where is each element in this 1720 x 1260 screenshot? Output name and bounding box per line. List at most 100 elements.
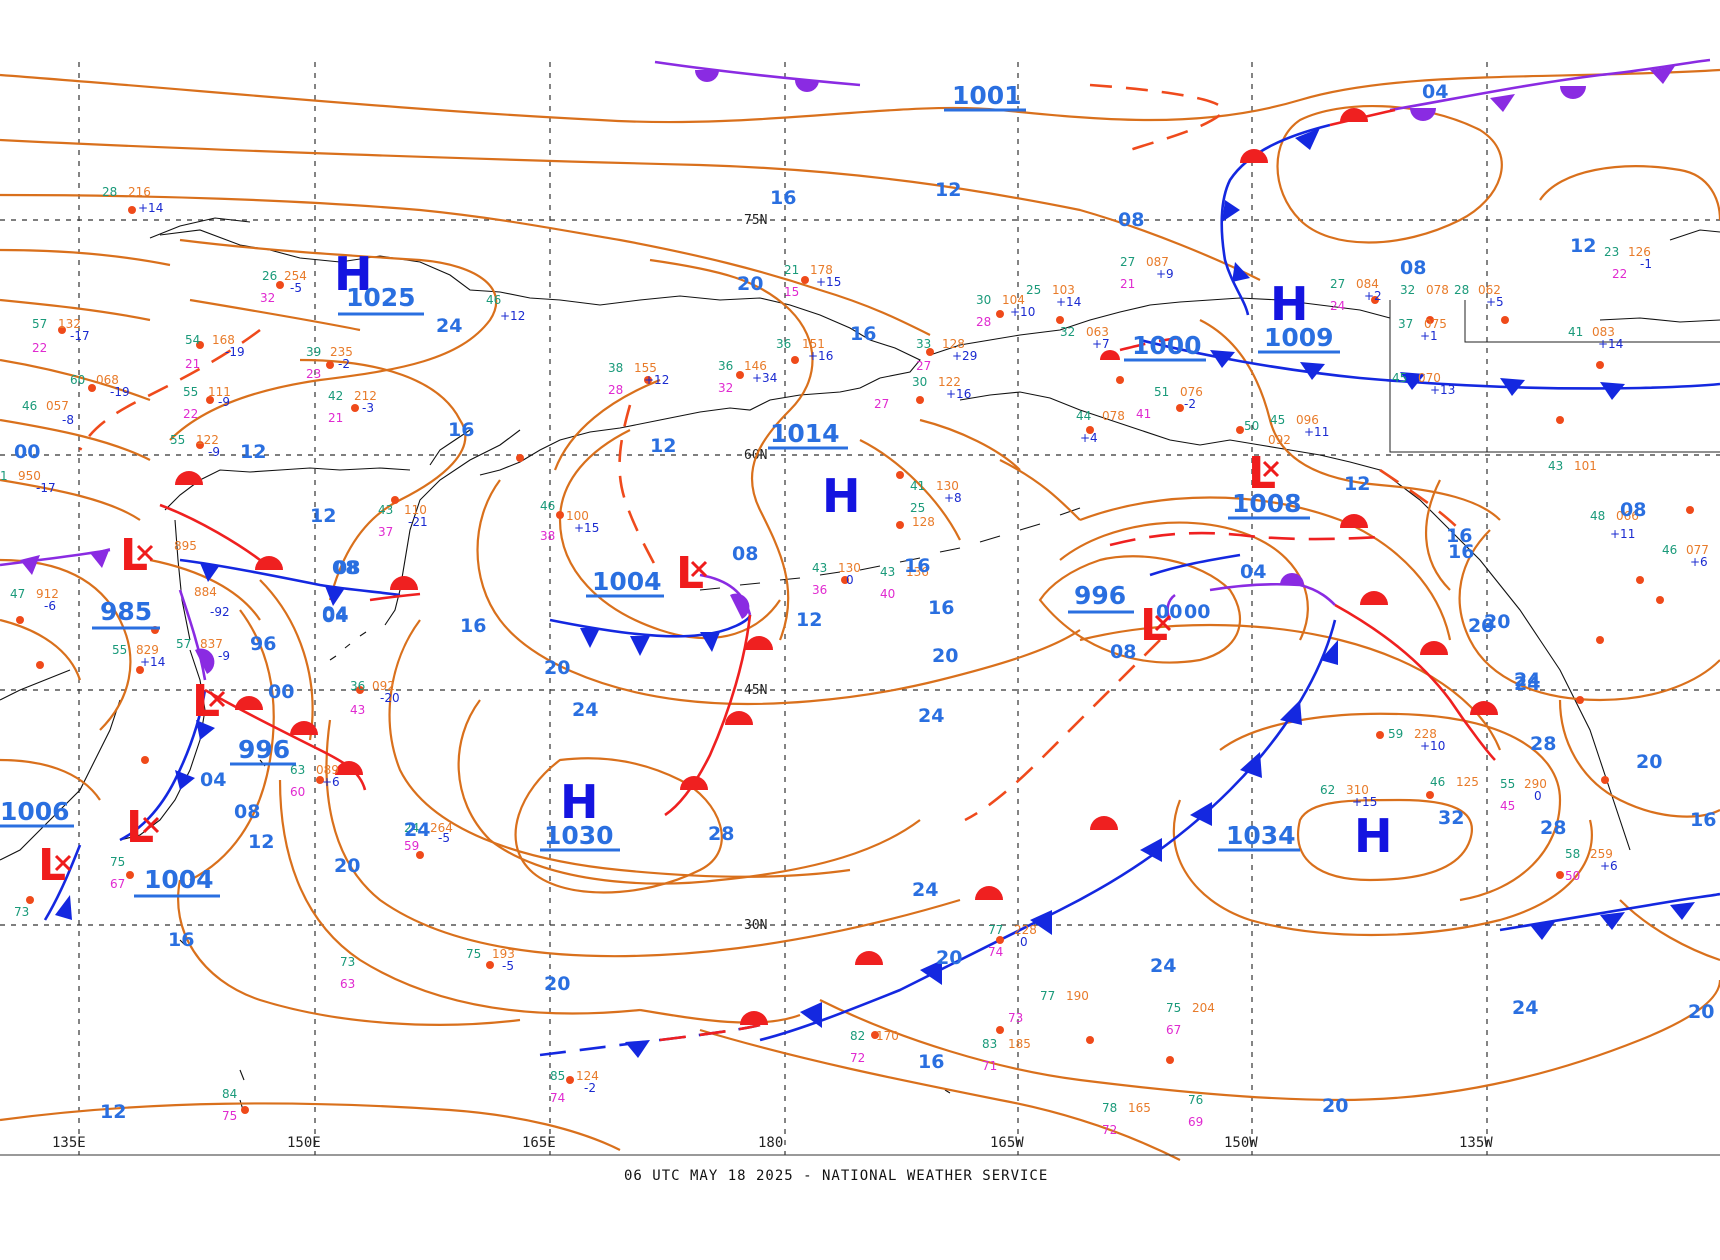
- svg-text:212: 212: [354, 389, 377, 403]
- svg-text:27: 27: [1120, 255, 1135, 269]
- svg-text:78: 78: [1102, 1101, 1117, 1115]
- svg-text:45: 45: [1392, 371, 1407, 385]
- svg-text:51: 51: [1154, 385, 1169, 399]
- svg-text:-92: -92: [210, 605, 230, 619]
- svg-text:259: 259: [1590, 847, 1613, 861]
- svg-text:+10: +10: [1420, 739, 1445, 753]
- svg-text:55: 55: [1500, 777, 1515, 791]
- svg-text:24: 24: [404, 821, 419, 835]
- isobar-label: 20: [936, 947, 962, 969]
- svg-text:85: 85: [550, 1069, 565, 1083]
- svg-text:+14: +14: [140, 655, 165, 669]
- lon-label-165w: 165W: [990, 1135, 1024, 1151]
- svg-text:45: 45: [1500, 799, 1515, 813]
- svg-text:+4: +4: [1080, 431, 1098, 445]
- svg-text:25: 25: [910, 501, 925, 515]
- svg-text:26: 26: [262, 269, 277, 283]
- svg-text:151: 151: [802, 337, 825, 351]
- svg-text:078: 078: [1102, 409, 1125, 423]
- svg-text:47: 47: [10, 587, 25, 601]
- svg-text:21: 21: [784, 263, 799, 277]
- svg-text:165: 165: [1128, 1101, 1151, 1115]
- svg-text:+16: +16: [808, 349, 833, 363]
- svg-text:21: 21: [185, 357, 200, 371]
- svg-text:22: 22: [183, 407, 198, 421]
- svg-text:+11: +11: [1610, 527, 1635, 541]
- high-pressure-value: 1009: [1264, 323, 1334, 352]
- svg-text:-9: -9: [218, 649, 230, 663]
- isobar-label: 12: [310, 505, 336, 527]
- svg-text:45: 45: [1270, 413, 1285, 427]
- svg-text:63: 63: [340, 977, 355, 991]
- svg-text:-21: -21: [408, 515, 428, 529]
- svg-text:43: 43: [812, 561, 827, 575]
- svg-text:193: 193: [492, 947, 515, 961]
- svg-text:40: 40: [880, 587, 895, 601]
- svg-text:122: 122: [196, 433, 219, 447]
- svg-text:33: 33: [916, 337, 931, 351]
- svg-text:-8: -8: [62, 413, 74, 427]
- svg-text:-19: -19: [225, 345, 245, 359]
- svg-text:254: 254: [284, 269, 307, 283]
- low-pressure-value: 1000: [1132, 331, 1202, 360]
- svg-text:73: 73: [14, 905, 29, 919]
- isobar-label: 00: [268, 681, 294, 703]
- svg-text:310: 310: [1346, 783, 1369, 797]
- isobar-label: 08: [732, 543, 758, 565]
- svg-text:36: 36: [350, 679, 365, 693]
- svg-text:-9: -9: [218, 395, 230, 409]
- svg-text:-1: -1: [1640, 257, 1652, 271]
- svg-text:22: 22: [1612, 267, 1627, 281]
- high-symbol: H: [1270, 277, 1309, 331]
- svg-text:077: 077: [1686, 543, 1709, 557]
- isobar-label: 20: [1322, 1095, 1348, 1117]
- svg-text:75: 75: [110, 855, 125, 869]
- low-pressure-value: 996: [1074, 581, 1126, 610]
- isobar-label: 00: [14, 441, 40, 463]
- isobar-label: 00: [1184, 601, 1210, 623]
- low-pressure-value: 1004: [592, 567, 662, 596]
- low-pressure-value: 1004: [144, 865, 214, 894]
- lon-label-135w: 135W: [1459, 1135, 1493, 1151]
- svg-text:+15: +15: [574, 521, 599, 535]
- svg-text:895: 895: [174, 539, 197, 553]
- lat-label-30n: 30N: [744, 918, 767, 933]
- svg-text:+6: +6: [1690, 555, 1708, 569]
- isobar-label: 00: [1156, 601, 1182, 623]
- isobar-label: 12: [248, 831, 274, 853]
- isobar-label: 24: [918, 705, 944, 727]
- svg-text:884: 884: [194, 585, 217, 599]
- svg-text:+15: +15: [816, 275, 841, 289]
- svg-text:-3: -3: [362, 401, 374, 415]
- svg-text:55: 55: [183, 385, 198, 399]
- isobar-label: 20: [737, 273, 763, 295]
- svg-text:+15: +15: [1352, 795, 1377, 809]
- svg-text:178: 178: [810, 263, 833, 277]
- svg-text:136: 136: [906, 565, 929, 579]
- low-symbol: L: [1140, 600, 1168, 651]
- high-pressure-value: 1025: [346, 283, 416, 312]
- isobar-label: 24: [1512, 997, 1538, 1019]
- svg-text:28: 28: [102, 185, 117, 199]
- lat-lon-grid: [0, 62, 1720, 1155]
- isobar-labels: 04 16 12 08 20 16 12 08 24 16 00 12 08 1…: [14, 81, 1716, 1123]
- isobars: [0, 68, 1720, 1161]
- isobar-label: 24: [436, 315, 462, 337]
- isobar-label: 04: [200, 769, 226, 791]
- svg-text:132: 132: [58, 317, 81, 331]
- svg-text:43: 43: [1548, 459, 1563, 473]
- front-symbols: [20, 66, 1695, 1058]
- isobar-label: 12: [240, 441, 266, 463]
- svg-text:28: 28: [976, 315, 991, 329]
- svg-text:44: 44: [1076, 409, 1091, 423]
- svg-text:-17: -17: [70, 329, 90, 343]
- svg-text:103: 103: [1052, 283, 1075, 297]
- svg-text:28: 28: [1454, 283, 1469, 297]
- isobar-label: 16: [928, 597, 954, 619]
- isobar-label: 24: [1514, 669, 1540, 691]
- svg-text:092: 092: [1268, 433, 1291, 447]
- svg-text:0: 0: [1534, 789, 1542, 803]
- svg-text:216: 216: [128, 185, 151, 199]
- svg-text:36: 36: [776, 337, 791, 351]
